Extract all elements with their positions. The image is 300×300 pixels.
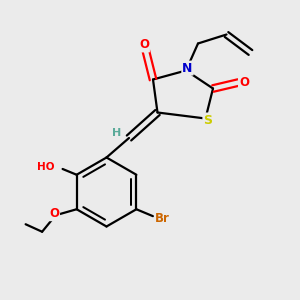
Text: H: H bbox=[112, 128, 121, 139]
Text: O: O bbox=[49, 207, 59, 220]
Text: O: O bbox=[139, 38, 149, 52]
Text: HO: HO bbox=[37, 163, 54, 172]
Text: S: S bbox=[203, 113, 212, 127]
Text: Br: Br bbox=[155, 212, 170, 225]
Text: O: O bbox=[239, 76, 249, 89]
Text: N: N bbox=[182, 61, 193, 75]
